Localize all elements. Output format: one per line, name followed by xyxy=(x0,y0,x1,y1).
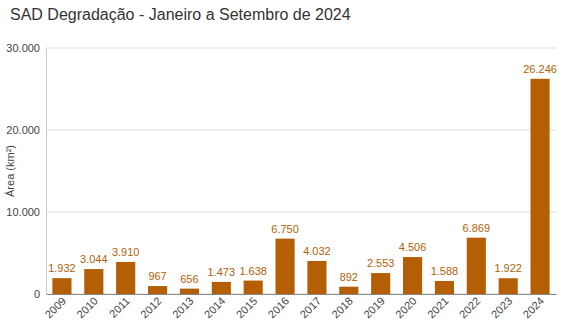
bar xyxy=(307,261,326,294)
bar xyxy=(276,239,295,294)
grid xyxy=(46,48,556,294)
bar xyxy=(212,282,231,294)
x-tick-label: 2012 xyxy=(138,295,164,321)
x-tick: 2019 xyxy=(361,295,387,321)
y-tick: 30.000 xyxy=(6,42,46,54)
x-tick-label: 2010 xyxy=(74,295,100,321)
x-tick: 2013 xyxy=(170,295,196,321)
x-tick: 2021 xyxy=(425,295,451,321)
x-tick: 2010 xyxy=(74,295,100,321)
bar xyxy=(403,257,422,294)
data-label: 4.032 xyxy=(303,245,331,257)
data-label: 3.044 xyxy=(80,253,108,265)
bar xyxy=(148,286,167,294)
x-tick: 2022 xyxy=(457,295,483,321)
data-label: 2.553 xyxy=(367,257,395,269)
x-tick-label: 2017 xyxy=(297,295,323,321)
data-label: 1.922 xyxy=(494,262,522,274)
y-tick-label: 10.000 xyxy=(6,206,40,218)
x-tick-label: 2018 xyxy=(329,295,355,321)
x-tick: 2023 xyxy=(489,295,515,321)
bar xyxy=(116,262,135,294)
y-tick-label: 30.000 xyxy=(6,42,40,54)
x-tick: 2016 xyxy=(266,295,292,321)
x-tick: 2015 xyxy=(234,295,260,321)
data-label: 656 xyxy=(180,273,198,285)
x-tick: 2017 xyxy=(297,295,323,321)
x-tick: 2018 xyxy=(329,295,355,321)
x-tick-label: 2021 xyxy=(425,295,451,321)
data-label: 3.910 xyxy=(112,246,140,258)
x-tick-label: 2023 xyxy=(489,295,515,321)
x-tick: 2014 xyxy=(202,295,228,321)
y-tick: 20.000 xyxy=(6,124,46,136)
title: SAD Degradação - Janeiro a Setembro de 2… xyxy=(10,6,351,23)
x-tick: 2024 xyxy=(521,295,547,321)
x-tick-label: 2013 xyxy=(170,295,196,321)
bar xyxy=(499,278,518,294)
x-tick: 2011 xyxy=(107,295,132,320)
y-tick-label: 0 xyxy=(34,288,40,300)
x-tick-label: 2022 xyxy=(457,295,483,321)
plot: 010.00020.00030.000200920102011201220132… xyxy=(6,42,557,320)
data-label: 26.246 xyxy=(523,63,557,75)
x-tick: 2020 xyxy=(393,295,419,321)
bar xyxy=(467,238,486,294)
data-label: 967 xyxy=(148,270,166,282)
y-axis-title: Área (km²) xyxy=(4,145,16,197)
x-tick-label: 2016 xyxy=(266,295,292,321)
bar xyxy=(371,273,390,294)
grid-line xyxy=(46,212,556,213)
bar xyxy=(244,281,263,294)
grid-line xyxy=(46,130,556,131)
y-tick-label: 20.000 xyxy=(6,124,40,136)
y-tick: 10.000 xyxy=(6,206,46,218)
grid-line xyxy=(46,48,556,49)
bar xyxy=(180,289,199,294)
x-tick-label: 2015 xyxy=(234,295,260,321)
data-label: 4.506 xyxy=(399,241,427,253)
data-label: 1.932 xyxy=(48,262,76,274)
data-label: 1.473 xyxy=(208,266,236,278)
data-label: 1.638 xyxy=(239,265,267,277)
data-labels: 1.932 3.044 3.910 967 656 1.4731.638 6.750 4.03… xyxy=(48,63,557,285)
x-tick: 2009 xyxy=(42,295,68,321)
bar xyxy=(84,269,103,294)
y-tick: 0 xyxy=(34,288,46,300)
data-label: 892 xyxy=(340,271,358,283)
bar xyxy=(339,287,358,294)
x-tick-label: 2020 xyxy=(393,295,419,321)
x-axis: 20092010 20112012201320142015201620172018… xyxy=(42,295,556,321)
bars xyxy=(52,79,549,294)
x-tick: 2012 xyxy=(138,295,164,321)
data-label: 6.750 xyxy=(271,223,299,235)
x-tick-label: 2011 xyxy=(107,295,132,320)
x-tick-label: 2024 xyxy=(521,295,547,321)
bar xyxy=(531,79,550,294)
x-tick-label: 2019 xyxy=(361,295,387,321)
data-label: 6.869 xyxy=(463,222,491,234)
bar xyxy=(52,278,71,294)
data-label: 1.588 xyxy=(431,265,459,277)
y-axis-line xyxy=(46,49,47,295)
bar xyxy=(435,281,454,294)
chart: SAD Degradação - Janeiro a Setembro de 2… xyxy=(0,0,564,334)
x-tick-label: 2009 xyxy=(42,295,68,321)
x-tick-label: 2014 xyxy=(202,295,228,321)
